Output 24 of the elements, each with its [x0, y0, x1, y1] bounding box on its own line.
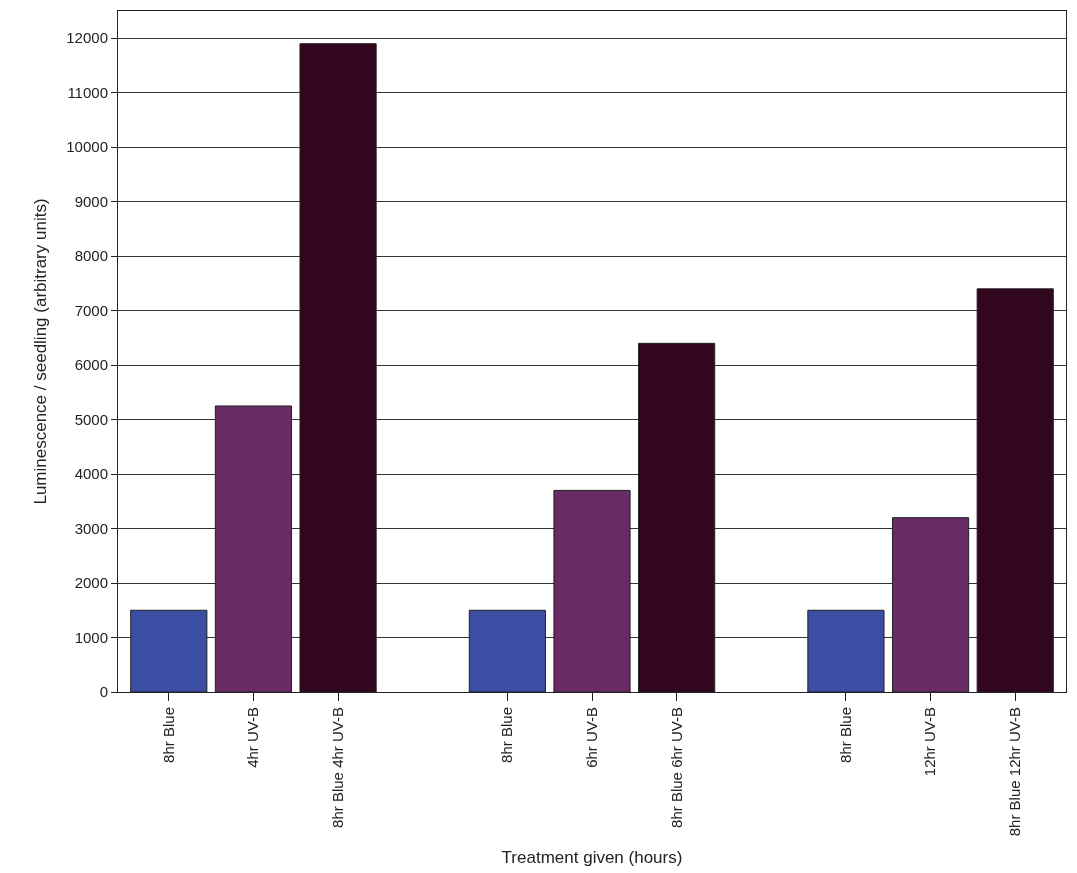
- y-tick-label: 4000: [74, 465, 108, 483]
- y-tick-label: 6000: [74, 356, 108, 374]
- x-tick-label: 8hr Blue: [498, 707, 516, 763]
- y-axis-title: Luminescence / seedling (arbitrary units): [30, 198, 50, 505]
- y-tick-label: 2000: [74, 574, 108, 592]
- y-tick-label: 11000: [67, 83, 108, 101]
- y-tick-label: 12000: [66, 29, 108, 47]
- x-tick-label: 6hr UV-B: [582, 707, 600, 768]
- x-tick-label: 4hr UV-B: [244, 707, 262, 768]
- y-tick-label: 8000: [74, 247, 108, 265]
- y-tick-label: 1000: [74, 628, 108, 646]
- x-axis-title: Treatment given (hours): [501, 847, 683, 867]
- x-tick-label: 8hr Blue: [159, 707, 177, 763]
- x-tick-label: 8hr Blue: [836, 707, 854, 763]
- x-tick-label: 12hr UV-B: [921, 707, 939, 777]
- x-tick-label: 8hr Blue 4hr UV-B: [328, 707, 346, 828]
- y-tick-label: 0: [99, 683, 108, 701]
- x-tick-label: 8hr Blue 12hr UV-B: [1006, 707, 1024, 837]
- y-tick-label: 9000: [74, 192, 108, 210]
- y-tick-label: 5000: [74, 410, 108, 428]
- y-tick-label: 10000: [66, 138, 108, 156]
- y-tick-label: 3000: [74, 519, 108, 537]
- x-tick-label: 8hr Blue 6hr UV-B: [667, 707, 685, 828]
- y-tick-label: 7000: [74, 301, 108, 319]
